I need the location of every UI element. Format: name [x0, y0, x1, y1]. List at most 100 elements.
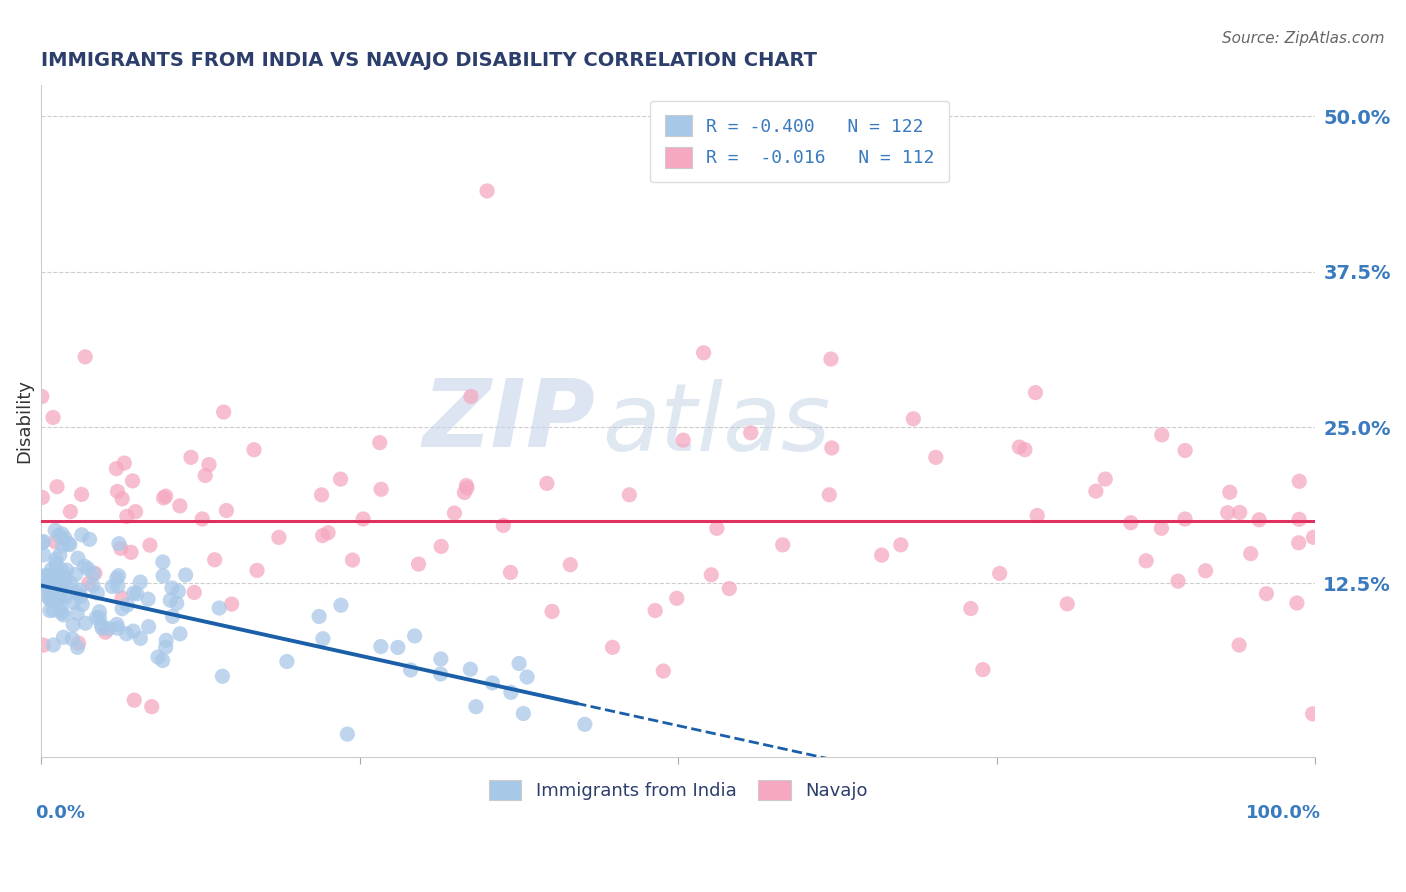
- Immigrants from India: [122, 624, 145, 639]
- Navajo: [772, 538, 794, 552]
- Navajo: [1256, 587, 1278, 601]
- Navajo: [111, 591, 134, 605]
- Navajo: [821, 441, 844, 455]
- Immigrants from India: [67, 583, 90, 598]
- Immigrants from India: [48, 592, 70, 607]
- Immigrants from India: [169, 627, 191, 641]
- Immigrants from India: [152, 569, 174, 583]
- Immigrants from India: [65, 586, 87, 600]
- Navajo: [1194, 564, 1216, 578]
- Immigrants from India: [49, 590, 72, 604]
- Navajo: [246, 563, 269, 577]
- Text: 100.0%: 100.0%: [1246, 805, 1322, 822]
- Immigrants from India: [89, 610, 111, 624]
- Immigrants from India: [105, 571, 128, 585]
- Navajo: [194, 468, 217, 483]
- Navajo: [352, 512, 374, 526]
- Immigrants from India: [53, 570, 76, 584]
- Immigrants from India: [39, 569, 62, 583]
- Immigrants from India: [38, 603, 60, 617]
- Navajo: [198, 458, 221, 472]
- Immigrants from India: [49, 562, 72, 576]
- Immigrants from India: [146, 650, 169, 665]
- Navajo: [124, 505, 146, 519]
- Text: IMMIGRANTS FROM INDIA VS NAVAJO DISABILITY CORRELATION CHART: IMMIGRANTS FROM INDIA VS NAVAJO DISABILI…: [41, 51, 817, 70]
- Navajo: [1229, 505, 1251, 519]
- Immigrants from India: [32, 576, 55, 591]
- Immigrants from India: [66, 551, 89, 566]
- Immigrants from India: [45, 575, 67, 590]
- Navajo: [1150, 521, 1173, 535]
- Immigrants from India: [155, 633, 177, 648]
- Navajo: [820, 351, 842, 366]
- Immigrants from India: [90, 618, 112, 632]
- Immigrants from India: [136, 592, 159, 607]
- Immigrants from India: [82, 566, 104, 581]
- Immigrants from India: [115, 626, 138, 640]
- Navajo: [112, 456, 135, 470]
- Navajo: [456, 478, 478, 492]
- Navajo: [453, 485, 475, 500]
- Immigrants from India: [69, 589, 91, 603]
- Immigrants from India: [155, 640, 177, 655]
- Immigrants from India: [159, 593, 181, 607]
- Navajo: [77, 576, 100, 591]
- Immigrants from India: [52, 630, 75, 644]
- Immigrants from India: [65, 567, 87, 582]
- Immigrants from India: [276, 655, 298, 669]
- Navajo: [619, 488, 641, 502]
- Navajo: [1288, 536, 1310, 550]
- Immigrants from India: [499, 685, 522, 699]
- Immigrants from India: [32, 548, 55, 562]
- Navajo: [499, 566, 522, 580]
- Navajo: [1119, 516, 1142, 530]
- Navajo: [1008, 440, 1031, 454]
- Immigrants from India: [72, 598, 94, 612]
- Immigrants from India: [38, 580, 60, 594]
- Immigrants from India: [30, 570, 52, 584]
- Immigrants from India: [44, 524, 66, 538]
- Immigrants from India: [32, 579, 55, 593]
- Immigrants from India: [42, 603, 65, 617]
- Immigrants from India: [174, 568, 197, 582]
- Navajo: [120, 545, 142, 559]
- Immigrants from India: [370, 640, 392, 654]
- Navajo: [107, 484, 129, 499]
- Immigrants from India: [107, 621, 129, 635]
- Navajo: [368, 435, 391, 450]
- Immigrants from India: [42, 638, 65, 652]
- Navajo: [32, 638, 55, 652]
- Immigrants from India: [55, 578, 77, 592]
- Navajo: [818, 488, 841, 502]
- Navajo: [443, 506, 465, 520]
- Immigrants from India: [152, 555, 174, 569]
- Navajo: [46, 480, 69, 494]
- Navajo: [311, 528, 333, 542]
- Navajo: [70, 487, 93, 501]
- Immigrants from India: [55, 563, 77, 577]
- Immigrants from India: [35, 568, 58, 582]
- Navajo: [1024, 385, 1046, 400]
- Navajo: [1219, 485, 1241, 500]
- Navajo: [870, 548, 893, 562]
- Immigrants from India: [308, 609, 330, 624]
- Immigrants from India: [52, 539, 75, 553]
- Navajo: [430, 540, 453, 554]
- Navajo: [672, 433, 695, 447]
- Immigrants from India: [129, 575, 152, 590]
- Navajo: [1026, 508, 1049, 523]
- Immigrants from India: [70, 528, 93, 542]
- Immigrants from India: [58, 536, 80, 550]
- Immigrants from India: [48, 585, 70, 599]
- Navajo: [1240, 547, 1263, 561]
- Immigrants from India: [208, 601, 231, 615]
- Navajo: [31, 491, 53, 505]
- Navajo: [342, 553, 364, 567]
- Navajo: [903, 411, 925, 425]
- Immigrants from India: [73, 559, 96, 574]
- Navajo: [536, 476, 558, 491]
- Navajo: [665, 591, 688, 606]
- Immigrants from India: [125, 587, 148, 601]
- Navajo: [1285, 596, 1308, 610]
- Navajo: [1249, 513, 1271, 527]
